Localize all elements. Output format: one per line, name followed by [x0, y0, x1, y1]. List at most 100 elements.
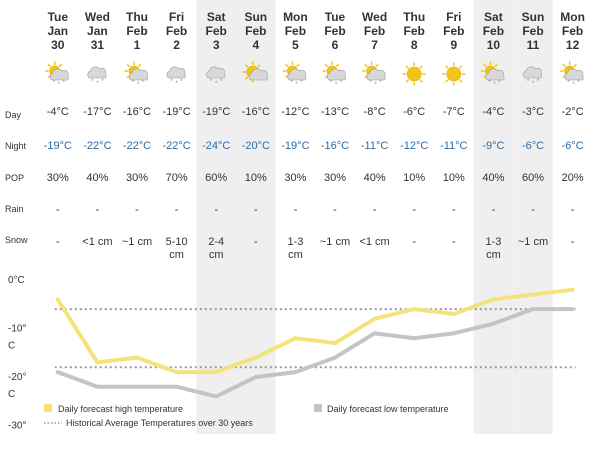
snow-unit: cm	[169, 249, 184, 261]
day-date: 8	[411, 38, 418, 52]
day-month: Feb	[364, 24, 385, 38]
y-tick-label: -30°	[8, 421, 26, 432]
svg-text:*: *	[63, 80, 66, 86]
legend-low-label: Daily forecast low temperature	[327, 404, 449, 414]
rain-value: -	[135, 204, 139, 216]
svg-text:*: *	[532, 81, 535, 87]
high-temp-point	[372, 316, 377, 321]
pop-value: 60%	[522, 172, 544, 184]
day-name: Thu	[403, 10, 425, 24]
day-high-temp: -16°C	[123, 106, 151, 118]
snow-value: ~1 cm	[122, 236, 152, 248]
snow-value: ~1 cm	[518, 236, 548, 248]
legend-high-swatch	[44, 404, 52, 412]
high-temp-point	[253, 355, 258, 360]
low-temp-point	[174, 384, 179, 389]
rain-value: -	[254, 204, 258, 216]
day-month: Feb	[404, 24, 425, 38]
svg-text:*: *	[527, 79, 530, 85]
snow-unit: cm	[486, 249, 501, 261]
night-low-temp: -12°C	[400, 140, 428, 152]
svg-text:*: *	[577, 80, 580, 86]
svg-text:*: *	[572, 82, 575, 88]
day-date: 3	[213, 38, 220, 52]
snow-value: 5-10	[166, 236, 188, 248]
snow-value: <1 cm	[82, 236, 112, 248]
night-low-temp: -22°C	[83, 140, 111, 152]
day-date: 11	[527, 38, 540, 52]
day-high-temp: -3°C	[522, 106, 544, 118]
sun-cloud-icon	[242, 61, 268, 83]
rain-value: -	[412, 204, 416, 216]
svg-text:*: *	[53, 80, 56, 86]
day-date: 30	[51, 38, 65, 52]
day-name: Tue	[325, 10, 346, 24]
pop-value: 30%	[284, 172, 306, 184]
high-temp-line	[56, 287, 573, 375]
cloud-snow-icon: * * *	[166, 66, 186, 87]
low-temp-point	[451, 331, 456, 336]
low-temp-line	[57, 307, 573, 399]
svg-text:*: *	[215, 81, 218, 87]
high-temp-point	[95, 360, 100, 365]
day-high-temp: -6°C	[403, 106, 425, 118]
day-name: Thu	[126, 10, 148, 24]
day-month: Feb	[483, 24, 504, 38]
day-date: 7	[371, 38, 378, 52]
snow-unit: cm	[209, 249, 224, 261]
pop-value: 10%	[245, 172, 267, 184]
pop-value: 10%	[443, 172, 465, 184]
snow-value: ~1 cm	[320, 236, 350, 248]
sun-icon	[442, 62, 466, 86]
night-low-temp: -16°C	[321, 140, 349, 152]
legend-average-label: Historical Average Temperatures over 30 …	[66, 418, 253, 428]
day-month: Feb	[245, 24, 266, 38]
night-low-temp: -6°C	[562, 140, 584, 152]
y-tick-label: 0°C	[8, 275, 25, 286]
y-tick-unit: C	[8, 341, 15, 352]
sun-cloud-snow-icon: * * *	[322, 61, 347, 88]
svg-text:*: *	[537, 79, 540, 85]
row-label-snow: Snow	[5, 235, 28, 245]
high-temp-point	[174, 370, 179, 375]
sun-icon	[402, 62, 426, 86]
night-low-temp: -22°C	[123, 140, 151, 152]
day-high-temp: -13°C	[321, 106, 349, 118]
high-temp-point	[333, 341, 337, 346]
day-high-temp: -19°C	[162, 106, 190, 118]
snow-value: 1-3	[485, 236, 501, 248]
weekend-column-bg	[513, 0, 553, 434]
day-name: Fri	[169, 10, 184, 24]
high-temp-point	[55, 297, 60, 302]
day-name: Sun	[244, 10, 267, 24]
low-temp-point	[135, 384, 139, 389]
legend-high-label: Daily forecast high temperature	[58, 404, 183, 414]
day-month: Jan	[87, 24, 108, 38]
svg-text:*: *	[340, 80, 343, 86]
rain-value: -	[96, 204, 100, 216]
day-name: Tue	[48, 10, 69, 24]
svg-text:*: *	[567, 80, 570, 86]
svg-text:*: *	[180, 79, 183, 85]
snow-value: -	[452, 236, 456, 248]
day-name: Mon	[560, 10, 585, 24]
cloud-snow-icon: * * *	[87, 66, 107, 87]
high-temp-point	[491, 297, 496, 302]
snow-value: <1 cm	[359, 236, 389, 248]
pop-value: 30%	[126, 172, 148, 184]
svg-text:*: *	[175, 81, 178, 87]
svg-text:*: *	[137, 82, 140, 88]
day-high-temp: -12°C	[281, 106, 309, 118]
svg-text:*: *	[374, 82, 377, 88]
y-tick-label: -10°	[8, 324, 26, 335]
day-date: 1	[134, 38, 141, 52]
day-date: 10	[487, 38, 501, 52]
pop-value: 10%	[403, 172, 425, 184]
low-temp-point	[531, 307, 535, 312]
